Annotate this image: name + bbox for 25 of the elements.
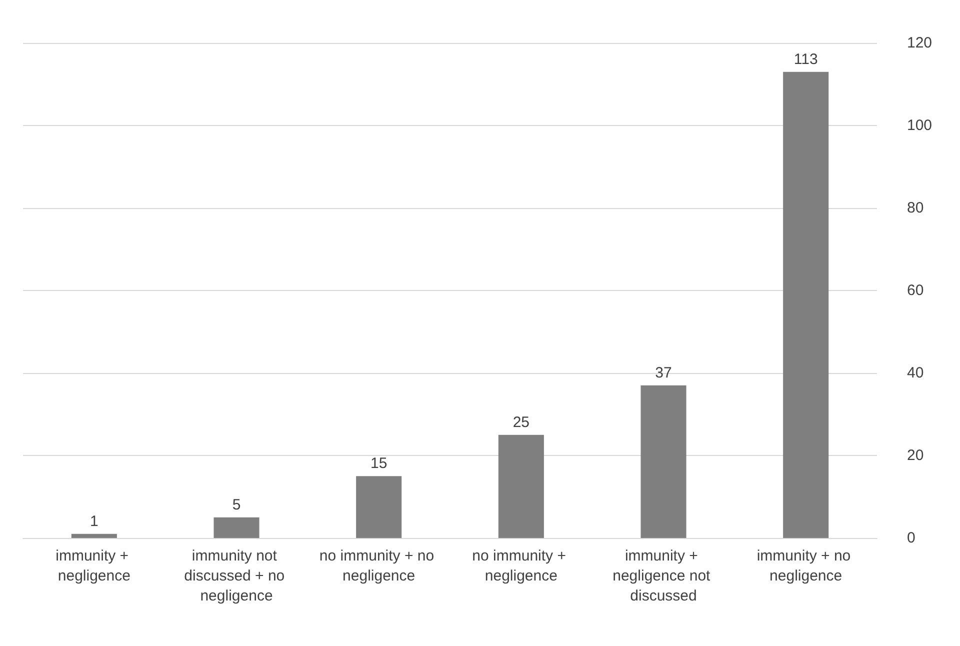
- data-label: 113: [794, 50, 818, 68]
- y-tick-label: 100: [907, 117, 932, 134]
- y-tick-label: 80: [907, 200, 924, 216]
- bar: [356, 476, 402, 538]
- y-tick-label: 60: [907, 282, 924, 299]
- data-label: 37: [655, 364, 672, 382]
- x-tick-label: immunity + negligence: [56, 548, 133, 584]
- y-tick-label: 120: [907, 34, 932, 52]
- data-label: 5: [232, 496, 241, 514]
- x-tick-label: immunity + no negligence: [756, 548, 855, 584]
- bar: [640, 385, 686, 538]
- y-tick-label: 20: [907, 447, 924, 464]
- x-tick-label: no immunity + no negligence: [319, 548, 438, 584]
- data-label: 15: [370, 455, 388, 472]
- data-label: 25: [512, 414, 530, 431]
- x-tick-label: no immunity + negligence: [472, 548, 570, 584]
- bar: [214, 517, 260, 538]
- data-label: 1: [90, 512, 98, 530]
- y-tick-label: 40: [907, 364, 924, 382]
- bar: [71, 534, 117, 538]
- y-tick-label: 0: [907, 530, 916, 546]
- x-tick-label: immunity not discussed + no negligence: [184, 548, 289, 604]
- bar: [783, 72, 829, 538]
- bar: [498, 434, 544, 538]
- x-tick-label: immunity + negligence not discussed: [612, 548, 714, 604]
